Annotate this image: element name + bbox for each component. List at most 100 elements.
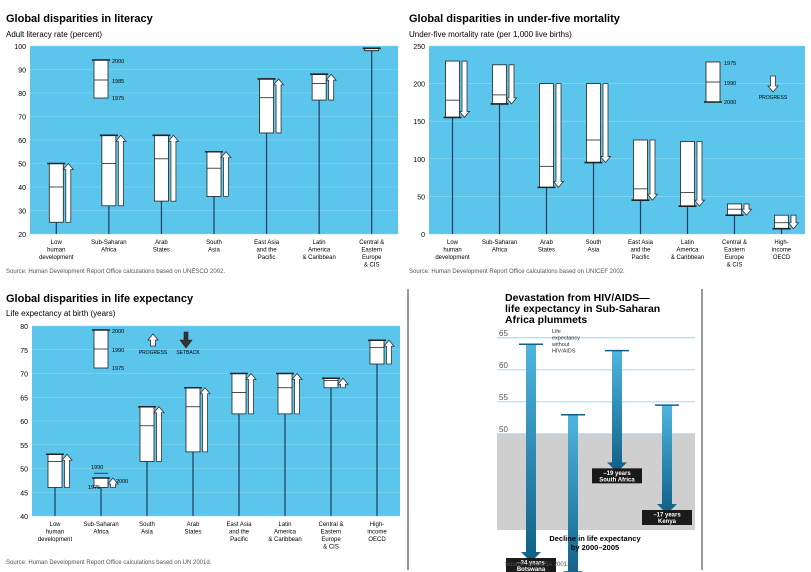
chart-subtitle: Adult literacy rate (percent) — [6, 30, 103, 39]
y-tick-label: 250 — [413, 44, 425, 51]
legend-label: 1985 — [112, 79, 124, 85]
legend-label: 1990 — [724, 81, 736, 87]
x-tick-label: development — [435, 255, 470, 261]
decline-label: –17 years — [653, 512, 681, 518]
box — [774, 214, 789, 230]
box — [311, 73, 327, 101]
change-arrow — [646, 139, 659, 201]
x-tick-label: Latin — [278, 522, 291, 528]
x-tick-label: and the — [257, 248, 278, 254]
y-tick-label: 40 — [20, 514, 28, 521]
setback-label: SETBACK — [176, 350, 200, 356]
y-tick-label: 70 — [18, 115, 26, 122]
change-arrow — [62, 162, 75, 223]
x-tick-label: Arab — [155, 240, 168, 246]
source-note: Source: Human Development Report Office … — [409, 269, 625, 275]
x-tick-label: Sub-Saharan — [91, 240, 126, 246]
change-arrow — [272, 78, 285, 134]
x-tick-label: Africa — [492, 248, 508, 254]
progress-arrow — [767, 75, 779, 93]
y-tick-label: 20 — [18, 232, 26, 239]
literacy-panel: Global disparities in literacy Adult lit… — [0, 0, 405, 285]
x-tick-label: & CIS — [323, 545, 339, 551]
source-note: Source: UNDESA 2001. — [505, 562, 569, 568]
change-arrow — [383, 339, 395, 365]
legend-label: 1975 — [112, 366, 124, 372]
x-tick-label: Europe — [362, 255, 382, 261]
note-label: Life — [552, 329, 561, 335]
x-tick-label: Low — [49, 522, 61, 528]
x-tick-label: & Caribbean — [302, 255, 335, 261]
x-tick-label: Central & — [359, 240, 384, 246]
x-tick-label: Central & — [722, 240, 747, 246]
box — [586, 83, 601, 163]
x-tick-label: Arab — [187, 522, 200, 528]
change-arrow — [107, 477, 119, 488]
ssa-year-label: 1990 — [91, 465, 103, 471]
x-tick-label: South — [206, 240, 222, 246]
y-tick-label: 60 — [499, 361, 508, 370]
x-tick-label: Low — [447, 240, 459, 246]
chart-subtitle: Life expectancy at birth (years) — [6, 309, 116, 318]
x-tick-label: America — [274, 530, 297, 536]
change-arrow — [693, 141, 706, 207]
chart-title: Global disparities in life expectancy — [6, 293, 194, 305]
y-tick-label: 60 — [18, 138, 26, 145]
x-tick-label: Sub-Saharan — [482, 240, 517, 246]
x-tick-label: Latin — [313, 240, 326, 246]
x-tick-label: Pacific — [230, 537, 248, 543]
x-tick-label: income — [772, 248, 792, 254]
y-tick-label: 100 — [14, 44, 26, 51]
x-tick-label: & CIS — [364, 263, 380, 269]
box — [206, 151, 222, 197]
ssa-year-label: 1975 — [88, 485, 100, 491]
legend-label: 2000 — [112, 59, 124, 65]
x-tick-label: Sub-Saharan — [83, 522, 118, 528]
box — [185, 387, 201, 453]
decline-label-box — [642, 509, 692, 525]
legend-label: 1990 — [112, 348, 124, 354]
x-tick-label: human — [443, 248, 461, 254]
box — [445, 60, 460, 118]
decline-label: –19 years — [603, 471, 631, 477]
y-tick-label: 100 — [413, 157, 425, 164]
change-arrow — [220, 151, 232, 197]
legend-label: 1975 — [112, 96, 124, 102]
y-tick-label: 70 — [20, 372, 28, 379]
x-tick-label: East Asia — [254, 240, 280, 246]
change-arrow — [325, 73, 337, 101]
x-tick-label: Pacific — [258, 255, 276, 261]
legend-label: 2000 — [724, 100, 736, 106]
x-tick-label: OECD — [368, 537, 386, 543]
box — [231, 373, 247, 415]
ssa-year-label: 2000 — [116, 479, 128, 485]
decline-arrow — [657, 405, 677, 514]
y-tick-label: 150 — [413, 119, 425, 126]
x-tick-label: Eastern — [321, 530, 342, 536]
y-tick-label: 50 — [499, 425, 508, 434]
y-tick-label: 40 — [18, 185, 26, 192]
y-tick-label: 75 — [20, 348, 28, 355]
change-arrow — [153, 406, 165, 462]
chart-subtitle: Under-five mortality rate (per 1,000 liv… — [409, 30, 572, 39]
change-arrow — [167, 134, 180, 202]
life-expectancy-panel: Global disparities in life expectancy Li… — [0, 285, 405, 572]
box — [259, 78, 274, 134]
y-tick-label: 90 — [18, 68, 26, 75]
y-tick-label: 0 — [421, 232, 425, 239]
x-tick-label: and the — [630, 248, 651, 254]
x-tick-label: Asia — [208, 248, 220, 254]
note-label: HIV/AIDS — [552, 349, 576, 355]
hiv-aids-chart: Devastation from HIV/AIDS—life expectanc… — [407, 289, 703, 572]
change-arrow — [245, 372, 257, 415]
legend-label: 1975 — [724, 61, 736, 67]
x-tick-label: development — [39, 255, 74, 261]
x-tick-label: human — [47, 248, 65, 254]
source-note: Source: Human Development Report Office … — [6, 560, 212, 566]
x-tick-label: development — [38, 537, 73, 543]
decline-arrow — [563, 414, 583, 572]
change-arrow — [291, 372, 303, 415]
chart-title: Global disparities in under-five mortali… — [409, 13, 620, 25]
